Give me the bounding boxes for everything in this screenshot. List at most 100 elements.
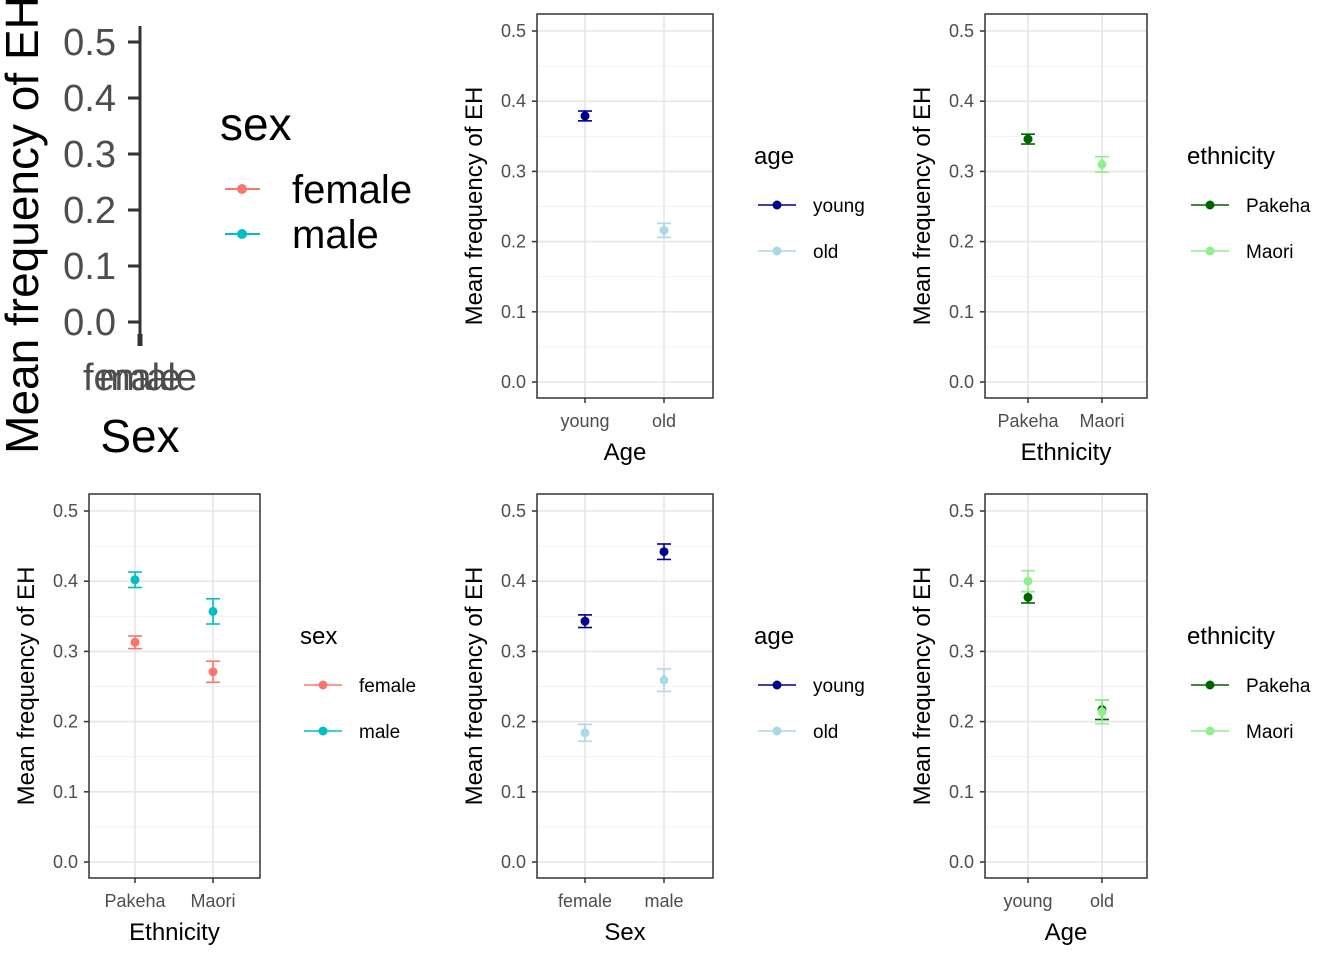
legend-key-point	[318, 726, 328, 736]
legend-label: old	[813, 722, 838, 743]
y-tick-labels: 0.0 0.1 0.2 0.3 0.4 0.5	[949, 21, 985, 392]
y-tick-label: 0.3	[501, 641, 526, 661]
data-point	[578, 723, 592, 743]
legend-label: young	[813, 676, 865, 697]
legend: age young old	[754, 143, 865, 263]
legend-label: female	[359, 676, 416, 697]
data-point	[657, 668, 671, 693]
x-tick-label: young	[1003, 891, 1052, 911]
x-tick-label: old	[1090, 891, 1114, 911]
x-axis-title: Sex	[100, 410, 179, 462]
legend-label: Pakeha	[1246, 676, 1311, 697]
y-tick-label: 0.4	[501, 571, 526, 591]
y-tick-labels: 0.0 0.1 0.2 0.3 0.4 0.5	[501, 501, 537, 872]
panel-border	[536, 493, 714, 879]
y-tick-label: 0.5	[53, 501, 78, 521]
legend: ethnicity Pakeha Maori	[1187, 623, 1311, 743]
point	[580, 728, 590, 738]
legend-key-point	[772, 680, 782, 690]
legend-title: ethnicity	[1187, 143, 1275, 170]
legend-item: old	[758, 242, 838, 263]
legend-key-point	[237, 229, 247, 239]
chart-panel-5: 0.0 0.1 0.2 0.3 0.4 0.5 female male Sex Mean freq…	[461, 493, 865, 946]
x-axis-title: Sex	[604, 919, 645, 946]
data-point	[206, 597, 220, 625]
legend-label: old	[813, 242, 838, 263]
y-axis-title: Mean frequency of EH	[909, 87, 936, 326]
x-tick-label: male	[644, 891, 683, 911]
legend-key-point	[1205, 200, 1215, 210]
y-tick-label: 0.3	[949, 161, 974, 181]
legend: age young old	[754, 623, 865, 743]
point	[1023, 576, 1033, 586]
y-tick-label: 0.4	[949, 91, 974, 111]
y-axis-title: Mean frequency of EH	[909, 567, 936, 806]
panel-border	[984, 493, 1148, 879]
x-tick-labels: young old	[560, 398, 676, 431]
point	[1023, 134, 1033, 144]
point	[130, 637, 140, 647]
data-marks	[578, 543, 671, 743]
legend-label: male	[292, 213, 379, 257]
gridlines	[537, 14, 713, 398]
legend-title: age	[754, 623, 794, 650]
y-tick-label: 0.5	[63, 22, 116, 64]
x-tick-labels: young old	[1003, 878, 1114, 911]
y-tick-label: 0.2	[949, 232, 974, 252]
x-tick-label: young	[560, 411, 609, 431]
y-tick-label: 0.5	[501, 501, 526, 521]
y-tick-labels: 0.0 0.1 0.2 0.3 0.4 0.5	[63, 22, 140, 344]
data-point	[657, 222, 671, 239]
y-tick-label: 0.4	[501, 91, 526, 111]
data-marks	[578, 110, 671, 239]
legend-label: Maori	[1246, 722, 1294, 743]
y-tick-label: 0.1	[949, 782, 974, 802]
y-tick-label: 0.4	[949, 571, 974, 591]
point	[580, 111, 590, 121]
y-tick-label: 0.1	[53, 782, 78, 802]
data-marks	[1021, 133, 1109, 173]
legend-label: Pakeha	[1246, 196, 1311, 217]
x-tick-label: Maori	[1079, 411, 1124, 431]
point	[659, 225, 669, 235]
x-tick-label: female	[558, 891, 612, 911]
y-tick-label: 0.0	[501, 852, 526, 872]
gridlines	[89, 494, 260, 878]
data-point	[128, 635, 142, 650]
chart-panel-3: 0.0 0.1 0.2 0.3 0.4 0.5 Pakeha Maori Ethnicity Me…	[909, 13, 1311, 466]
y-tick-label: 0.4	[53, 571, 78, 591]
legend-key-point	[772, 200, 782, 210]
x-tick-label: old	[652, 411, 676, 431]
y-axis-title: Mean frequency of EH	[461, 567, 488, 806]
data-point	[1095, 155, 1109, 173]
legend-label: young	[813, 196, 865, 217]
legend-item: Maori	[1191, 242, 1294, 263]
y-tick-label: 0.0	[949, 372, 974, 392]
y-tick-label: 0.3	[501, 161, 526, 181]
y-tick-labels: 0.0 0.1 0.2 0.3 0.4 0.5	[53, 501, 89, 872]
legend-key-point	[1205, 680, 1215, 690]
point	[580, 616, 590, 626]
gridlines	[985, 494, 1147, 878]
legend-item: young	[758, 676, 865, 697]
point	[659, 547, 669, 557]
legend-label: Maori	[1246, 242, 1294, 263]
legend-title: ethnicity	[1187, 623, 1275, 650]
y-tick-label: 0.5	[949, 21, 974, 41]
point	[208, 606, 218, 616]
legend-label: female	[292, 168, 412, 212]
chart-panel-4: 0.0 0.1 0.2 0.3 0.4 0.5 Pakeha Maori Ethnicity Me…	[13, 493, 416, 946]
legend-title: sex	[300, 623, 337, 650]
legend-item: male	[304, 722, 400, 743]
x-tick-labels: Pakeha Maori	[997, 398, 1125, 431]
y-tick-label: 0.0	[53, 852, 78, 872]
legend-item: Maori	[1191, 722, 1294, 743]
point	[130, 575, 140, 585]
data-point	[1021, 569, 1035, 593]
legend-item: female	[304, 676, 416, 697]
y-tick-labels: 0.0 0.1 0.2 0.3 0.4 0.5	[501, 21, 537, 392]
x-tick-label: female	[83, 357, 197, 399]
